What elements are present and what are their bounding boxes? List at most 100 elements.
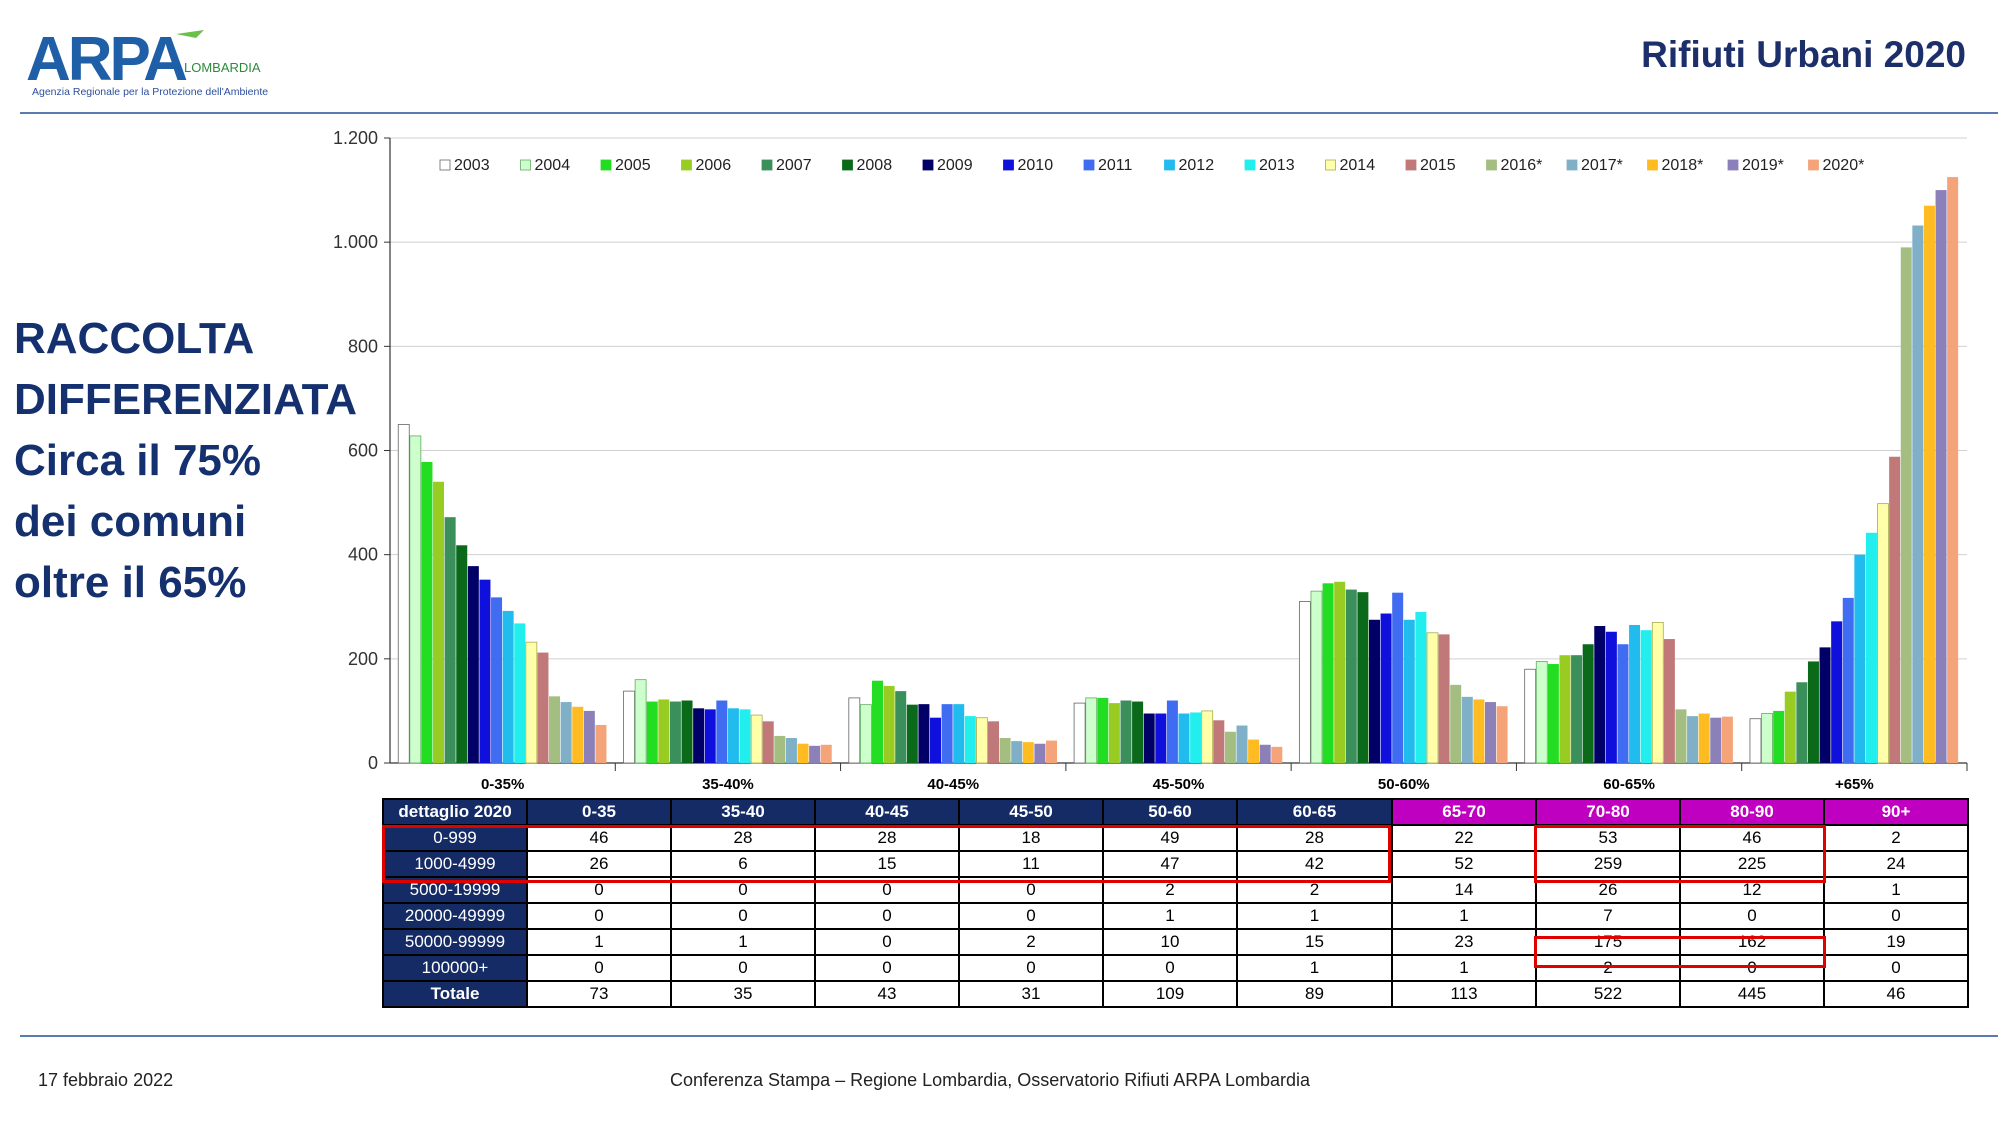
bar	[774, 735, 786, 763]
bar	[1698, 713, 1710, 763]
legend-swatch	[1164, 159, 1175, 171]
y-tick-label: 1.000	[333, 232, 378, 252]
bar	[1547, 664, 1559, 763]
legend-swatch	[842, 159, 853, 171]
bar	[895, 691, 907, 763]
table-row-label: 100000+	[382, 954, 528, 982]
bar	[1011, 741, 1023, 763]
legend-label: 2016*	[1501, 157, 1543, 174]
legend-label: 2017*	[1581, 157, 1623, 174]
table-cell: 0	[1679, 954, 1825, 982]
bar	[583, 710, 595, 763]
table-cell: 15	[814, 850, 960, 878]
table-cell: 1	[1391, 954, 1537, 982]
bar	[1357, 592, 1369, 763]
bar	[1438, 634, 1450, 763]
table-cell: 28	[1236, 824, 1393, 852]
bar	[797, 743, 809, 763]
bar	[1923, 205, 1935, 763]
table-cell: 2	[1236, 876, 1393, 904]
y-tick-label: 200	[348, 649, 378, 669]
x-tick-label: 40-45%	[927, 776, 979, 793]
bar	[1912, 225, 1924, 763]
bar	[1085, 697, 1098, 764]
bar	[762, 721, 774, 763]
bar	[1224, 731, 1236, 763]
bar	[1380, 613, 1392, 763]
table-cell: 0	[526, 902, 672, 930]
bar	[1461, 696, 1473, 763]
bar	[1761, 713, 1773, 764]
table-cell: 28	[814, 824, 960, 852]
table-cell: 0	[814, 902, 960, 930]
x-tick-label: 60-65%	[1603, 776, 1655, 793]
table-cell: 10	[1102, 928, 1238, 956]
table-row: 100000+ 0 0 0 0 0 1 1 2 0 0	[382, 954, 1969, 982]
logo-region: LOMBARDIA	[184, 60, 261, 75]
table-cell: 2	[1823, 824, 1969, 852]
bar	[1298, 601, 1311, 764]
table-row-label: 5000-19999	[382, 876, 528, 904]
table-cell: 522	[1535, 980, 1681, 1008]
bar	[1559, 655, 1571, 763]
table-header-row: dettaglio 2020 0-35 35-40 40-45 45-50 50…	[382, 798, 1969, 826]
x-tick-label: 45-50%	[1153, 776, 1205, 793]
table-cell: 0	[958, 954, 1104, 982]
table-cell: 19	[1823, 928, 1969, 956]
legend-swatch	[1647, 159, 1658, 171]
table-cell: 52	[1391, 850, 1537, 878]
table-cell: 15	[1236, 928, 1393, 956]
table-row-label: 20000-49999	[382, 902, 528, 930]
bar	[693, 708, 705, 763]
bar	[1675, 709, 1687, 763]
x-tick-label: 35-40%	[702, 776, 754, 793]
legend-label: 2018*	[1662, 157, 1704, 174]
bar	[595, 724, 607, 763]
legend-label: 2005	[615, 157, 651, 174]
bar	[1935, 190, 1947, 763]
table-row-label: Totale	[382, 980, 528, 1008]
table-cell: 22	[1391, 824, 1537, 852]
bar	[953, 704, 965, 763]
bar	[1248, 739, 1260, 763]
table-cell: 12	[1679, 876, 1825, 904]
bar	[634, 679, 647, 764]
table-cell: 31	[958, 980, 1104, 1008]
bar	[1143, 713, 1155, 763]
bar	[1120, 700, 1132, 763]
bar	[1947, 177, 1959, 763]
bar	[1108, 703, 1120, 763]
table-cell: 0	[958, 876, 1104, 904]
bar	[1605, 631, 1617, 763]
legend-swatch	[439, 159, 451, 171]
table-cell: 0	[526, 954, 672, 982]
table-cell: 0	[958, 902, 1104, 930]
bar	[1334, 581, 1346, 763]
table-cell: 23	[1391, 928, 1537, 956]
legend-swatch	[1405, 159, 1417, 171]
bar	[433, 481, 445, 763]
bar	[1535, 661, 1548, 764]
bar	[1663, 639, 1675, 763]
table-row: 50000-99999 1 1 0 2 10 15 23 175 162 19	[382, 928, 1969, 956]
bar	[1259, 744, 1271, 763]
bar	[750, 714, 763, 764]
legend-swatch	[520, 159, 531, 171]
table-cell: 445	[1679, 980, 1825, 1008]
legend-swatch	[1244, 159, 1256, 171]
headline-line-4: dei comuni	[14, 497, 247, 546]
table-cell: 26	[1535, 876, 1681, 904]
table-col-header: 0-35	[526, 798, 672, 826]
bar	[1773, 710, 1785, 763]
bar	[669, 701, 681, 763]
bar	[1310, 590, 1323, 764]
bar	[1271, 746, 1283, 763]
bar	[444, 517, 456, 763]
legend-swatch	[600, 159, 612, 171]
bar	[1640, 630, 1652, 763]
table-cell: 18	[958, 824, 1104, 852]
table-col-header: 70-80	[1535, 798, 1681, 826]
page-title: Rifiuti Urbani 2020	[1641, 34, 1966, 75]
table-cell: 0	[814, 928, 960, 956]
table-cell: 1	[1102, 902, 1238, 930]
